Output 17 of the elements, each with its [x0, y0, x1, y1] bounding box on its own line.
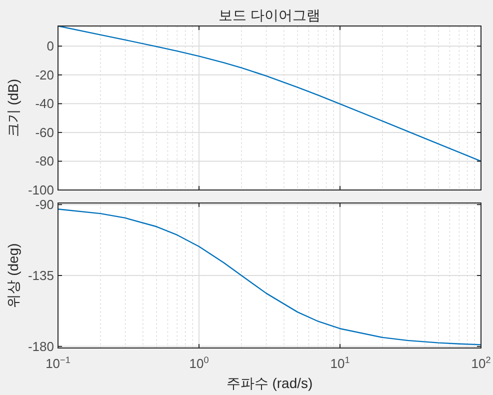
x-tick-label: 10$^{1}$ — [330, 355, 350, 371]
x-tick-label: 10$^{2}$ — [471, 355, 491, 371]
x-axis-title: 주파수 (rad/s) — [226, 375, 313, 391]
y-tick-label: -20 — [35, 67, 54, 82]
x-tick-label: 10$^{0}$ — [189, 355, 209, 371]
y-tick-label: -180 — [28, 338, 54, 354]
y-tick-label: -60 — [35, 124, 54, 140]
chart-title: 보드 다이어그램 — [218, 7, 320, 23]
y-axis-title: 크기 (dB) — [5, 78, 21, 138]
y-tick-label: -80 — [35, 154, 54, 169]
x-tick-label: 10$^{−1}$ — [46, 355, 70, 371]
y-tick-label: -40 — [35, 96, 54, 112]
y-tick-label: -135 — [28, 268, 54, 283]
y-tick-label: -90 — [35, 197, 54, 212]
y-axis-title: 위상 (deg) — [5, 243, 21, 308]
y-tick-label: -100 — [28, 182, 54, 198]
y-tick-label: 0 — [46, 38, 54, 54]
